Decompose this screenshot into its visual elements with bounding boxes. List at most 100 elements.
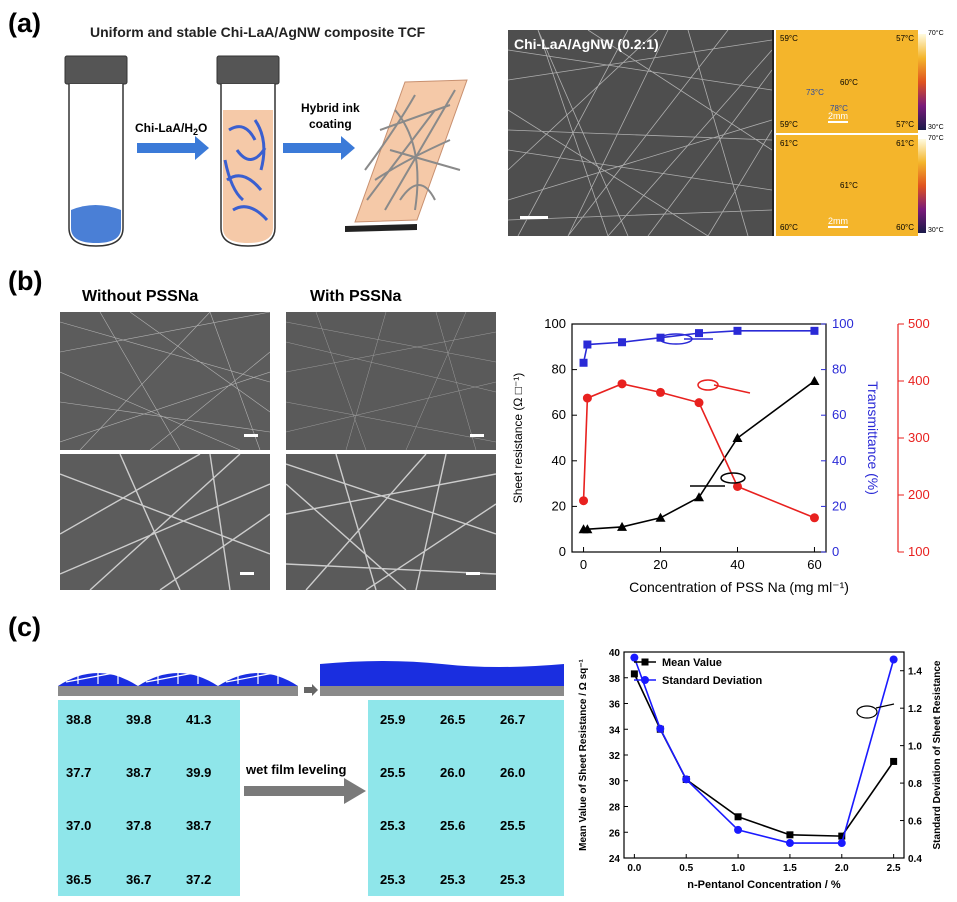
data-point-mean [630, 670, 638, 678]
arrow-right-icon [304, 684, 318, 696]
ink-vial-icon [216, 55, 280, 247]
x-tick-label: 2.0 [835, 863, 849, 874]
data-point-mean [786, 831, 794, 839]
axis-indicator-arrow [875, 703, 895, 709]
panel-a-title: Uniform and stable Chi-LaA/AgNW composit… [90, 24, 426, 40]
sheet-resistance-grid-after [368, 700, 564, 896]
y-right-tick-label: 0.4 [908, 854, 922, 865]
y-left-tick-label: 30 [609, 777, 621, 788]
y-right1-tick-label: 80 [832, 362, 846, 377]
data-point-sheet-resistance [617, 521, 628, 531]
scale-bar: 2mm [828, 111, 848, 123]
temp-label: 57°C [896, 34, 914, 43]
axis-indicator-ellipse [697, 379, 719, 391]
x-tick-label: 2.5 [887, 863, 901, 874]
data-point-std [785, 839, 794, 848]
y-left-tick-label: 0 [559, 544, 566, 559]
sem-image-chi-laa-agnw: Chi-LaA/AgNW (0.2:1) [508, 30, 772, 236]
y-right1-tick-label: 60 [832, 407, 846, 422]
data-point-std [682, 775, 691, 784]
y-left-tick-label: 32 [609, 751, 621, 762]
data-point-fom [694, 398, 704, 408]
coated-film-icon [345, 79, 468, 232]
grid-cell: 38.7 [126, 765, 152, 780]
data-point-sheet-resistance [732, 433, 743, 442]
grid-cell: 25.5 [380, 765, 406, 780]
temp-label: 57°C [896, 120, 914, 129]
sheet-resistance-grid-before [58, 700, 240, 896]
panel-b-label: (b) [8, 266, 43, 296]
data-point-fom [617, 379, 627, 389]
y-right-tick-label: 1.0 [908, 742, 922, 753]
data-point-std [889, 655, 898, 664]
y-left-axis-label: Mean Value of Sheet Resistance / Ω sq⁻¹ [578, 658, 589, 850]
data-point-std [734, 825, 743, 834]
sem-image-without-high-mag [59, 453, 271, 591]
data-point-sheet-resistance [582, 524, 593, 534]
chart-n-pentanol: 0.0 0.5 1.0 1.5 2.0 2.5 24 26 28 30 32 34 36 38 40 0.4 0… [578, 648, 943, 891]
data-point-fom [582, 393, 592, 403]
legend-label: Standard Deviation [662, 675, 763, 687]
y-right2-tick-label: 200 [908, 487, 930, 502]
panel-c-label: (c) [8, 612, 41, 642]
x-tick-label: 1.5 [783, 863, 797, 874]
grid-cell: 25.5 [500, 818, 526, 833]
grid-cell: 25.3 [380, 818, 406, 833]
x-tick-label: 0.5 [679, 863, 693, 874]
legend-marker [641, 658, 649, 666]
grid-cell: 37.8 [126, 818, 152, 833]
y-right-tick-label: 0.6 [908, 817, 922, 828]
grid-cell: 38.8 [66, 712, 92, 727]
column-title-with: With PSSNa [310, 288, 402, 305]
x-tick-label: 40 [730, 557, 744, 572]
thermal-image-top: 59°C 57°C 60°C 73°C 78°C 59°C 57°C 2mm [776, 30, 918, 133]
grid-cell: 25.3 [440, 872, 466, 887]
thermal-image-bottom: 61°C 61°C 61°C 60°C 60°C 2mm [776, 135, 918, 236]
data-point-transmittance [579, 358, 588, 367]
data-point-transmittance [810, 326, 819, 335]
scale-bar: 2mm [828, 216, 848, 228]
colorbar-min: 30°C [928, 227, 944, 234]
y-right2-axis-label: FoM [947, 424, 948, 452]
y-left-tick-label: 20 [552, 498, 566, 513]
sem-image-without-low-mag [59, 311, 271, 451]
y-right1-axis-label: Transmittance (%) [865, 381, 881, 495]
x-tick-label: 1.0 [731, 863, 745, 874]
x-tick-label: 60 [807, 557, 821, 572]
temp-label: 60°C [780, 223, 798, 232]
plot-frame [571, 323, 827, 553]
y-left-tick-label: 26 [609, 828, 621, 839]
y-right-tick-label: 1.4 [908, 667, 922, 678]
grid-cell: 25.3 [380, 872, 406, 887]
grid-cell: 26.7 [500, 712, 526, 727]
y-right2-tick-label: 300 [908, 430, 930, 445]
data-point-std [837, 839, 846, 848]
data-point-fom [732, 481, 742, 491]
data-point-sheet-resistance [694, 492, 704, 502]
divider [772, 30, 774, 236]
x-axis-label: n-Pentanol Concentration / % [687, 879, 841, 891]
y-right1-tick-label: 0 [832, 544, 839, 559]
data-point-transmittance [583, 340, 592, 349]
panel-a-label: (a) [8, 8, 41, 38]
grid-cell: 39.8 [126, 712, 152, 727]
empty-vial-icon [64, 55, 128, 247]
temp-label: 60°C [896, 223, 914, 232]
grid-cell: 41.3 [186, 712, 212, 727]
ink-process-diagram: Chi-LaA/H2O Hybrid ink coating [64, 55, 468, 247]
temp-label: 78°C [830, 104, 848, 113]
y-right-tick-label: 1.2 [908, 704, 922, 715]
axis-indicator-ellipse [720, 472, 746, 484]
grid-cell: 25.6 [440, 818, 466, 833]
legend-marker [641, 676, 649, 684]
grid-cell: 37.7 [66, 765, 92, 780]
column-title-without: Without PSSNa [82, 288, 199, 305]
grid-cell: 36.5 [66, 872, 92, 887]
data-point-transmittance [733, 326, 742, 335]
grid-cell: 26.5 [440, 712, 466, 727]
y-right2-tick-label: 500 [908, 316, 930, 331]
grid-cell: 25.3 [500, 872, 526, 887]
arrow-right-icon [244, 778, 366, 804]
y-left-tick-label: 80 [552, 362, 566, 377]
data-point-transmittance [618, 338, 627, 347]
